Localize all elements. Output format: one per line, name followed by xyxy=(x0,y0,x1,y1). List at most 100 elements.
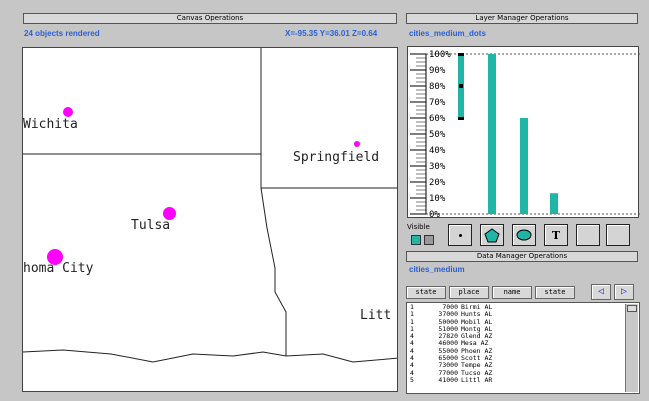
row-state: 4 xyxy=(410,339,414,348)
data-table-list[interactable]: 1 7000 Birmi AL 1 37000 Hunts AL 1 50000 Mobil A… xyxy=(406,302,640,394)
row-place: 41000 xyxy=(438,375,458,384)
y-tick-label: 100% xyxy=(429,50,451,60)
range-marker-mid xyxy=(459,84,463,88)
table-row[interactable]: 4 65000 Scott AZ xyxy=(410,354,493,363)
state-boundaries xyxy=(23,48,397,363)
table-row[interactable]: 1 7000 Birmi AL xyxy=(410,303,493,311)
row-name: Littl AR xyxy=(461,375,493,384)
layer-chart: 100% 90% 80% 70% 60% 50% 40% 30% 20% 10% 0% xyxy=(407,46,640,219)
city-dot-springfield[interactable] xyxy=(354,141,360,147)
layer-name: cities_medium_dots xyxy=(409,29,486,38)
visible-label: Visible xyxy=(407,223,430,231)
data-rows: 1 7000 Birmi AL 1 37000 Hunts AL 1 50000 Mobil A… xyxy=(410,303,493,384)
row-state: 1 xyxy=(410,310,414,319)
canvas-operations-header: Canvas Operations xyxy=(23,13,397,24)
city-dot-tulsa[interactable] xyxy=(163,207,176,220)
range-marker-bottom xyxy=(458,117,464,120)
row-state: 4 xyxy=(410,346,414,355)
ellipse-style-button[interactable] xyxy=(512,224,536,246)
objects-rendered-status: 24 objects rendered xyxy=(24,29,100,38)
row-state: 5 xyxy=(410,375,414,384)
row-place: 55000 xyxy=(438,346,458,355)
y-tick-label: 10% xyxy=(429,194,446,204)
y-tick-label: 20% xyxy=(429,178,446,188)
table-row[interactable]: 4 73000 Tempe AZ xyxy=(410,361,493,370)
text-style-button[interactable]: T xyxy=(544,224,568,246)
y-tick-label: 30% xyxy=(429,162,446,172)
row-place: 77000 xyxy=(438,368,458,377)
row-name: Tucso AZ xyxy=(461,368,493,377)
empty-tool-button-2[interactable] xyxy=(606,224,630,246)
row-state: 1 xyxy=(410,303,414,311)
row-name: Scott AZ xyxy=(461,354,493,363)
row-name: Mobil AL xyxy=(461,317,493,326)
city-dot-wichita[interactable] xyxy=(63,107,73,117)
row-place: 37000 xyxy=(438,310,458,319)
table-row[interactable]: 4 77000 Tucso AZ xyxy=(410,368,493,377)
row-place: 27820 xyxy=(438,332,458,341)
row-place: 7000 xyxy=(442,303,458,311)
coordinate-readout: X=-95.35 Y=36.01 Z=0.64 xyxy=(285,29,378,38)
table-row[interactable]: 4 46000 Mesa AZ xyxy=(410,339,492,348)
text-icon: T xyxy=(551,228,561,242)
data-manager-header: Data Manager Operations xyxy=(406,251,638,262)
dot-icon xyxy=(458,233,462,237)
row-state: 4 xyxy=(410,354,414,363)
table-row[interactable]: 1 37000 Hunts AL xyxy=(410,310,493,319)
bar xyxy=(488,54,496,214)
y-tick-label: 0% xyxy=(429,210,440,219)
city-label-wichita: Wichita xyxy=(23,117,78,132)
row-place: 65000 xyxy=(438,354,458,363)
layer-manager-header: Layer Manager Operations xyxy=(406,13,638,24)
range-marker-top xyxy=(458,53,464,56)
y-tick-label: 80% xyxy=(429,82,446,92)
row-name: Glend AZ xyxy=(461,332,493,341)
chart-svg: 100% 90% 80% 70% 60% 50% 40% 30% 20% 10% 0% xyxy=(410,50,640,219)
polygon-style-button[interactable] xyxy=(480,224,504,246)
y-tick-label: 50% xyxy=(429,130,446,140)
column-header-state-2[interactable]: state xyxy=(535,286,575,299)
visible-toggle-on[interactable] xyxy=(411,235,421,245)
city-label-oklahoma-city: homa City xyxy=(23,261,94,276)
row-place: 51000 xyxy=(438,324,458,333)
row-name: Birmi AL xyxy=(461,303,493,311)
y-tick-label: 40% xyxy=(429,146,446,156)
row-state: 1 xyxy=(410,317,414,326)
city-label-little-rock: Litt xyxy=(360,308,392,323)
table-row[interactable]: 5 41000 Littl AR xyxy=(410,375,493,384)
row-state: 4 xyxy=(410,332,414,341)
column-header-name[interactable]: name xyxy=(492,286,532,299)
table-row[interactable]: 1 50000 Mobil AL xyxy=(410,317,493,326)
table-row[interactable]: 1 51000 Montg AL xyxy=(410,324,493,333)
row-place: 73000 xyxy=(438,361,458,370)
visible-toggle-off[interactable] xyxy=(424,235,434,245)
row-state: 4 xyxy=(410,368,414,377)
row-place: 50000 xyxy=(438,317,458,326)
table-row[interactable]: 4 55000 Phoen AZ xyxy=(410,346,493,355)
list-scrollbar[interactable] xyxy=(625,304,638,392)
row-name: Montg AL xyxy=(461,324,493,333)
row-name: Hunts AL xyxy=(461,310,493,319)
prev-page-button[interactable]: ◁ xyxy=(591,284,611,300)
y-tick-label: 70% xyxy=(429,98,446,108)
row-name: Phoen AZ xyxy=(461,346,493,355)
column-header-place[interactable]: place xyxy=(449,286,489,299)
bar xyxy=(550,193,558,214)
empty-tool-button-1[interactable] xyxy=(576,224,600,246)
row-state: 4 xyxy=(410,361,414,370)
row-state: 1 xyxy=(410,324,414,333)
pentagon-icon xyxy=(484,227,500,242)
table-row[interactable]: 4 27820 Glend AZ xyxy=(410,332,493,341)
dot-style-button[interactable] xyxy=(448,224,472,246)
city-label-tulsa: Tulsa xyxy=(131,218,171,233)
row-place: 46000 xyxy=(438,339,458,348)
city-label-springfield: Springfield xyxy=(293,150,380,165)
y-tick-label: 90% xyxy=(429,66,446,76)
next-page-button[interactable]: ▷ xyxy=(614,284,634,300)
table-name: cities_medium xyxy=(409,265,465,274)
map-canvas[interactable]: Wichita Springfield Tulsa homa City Litt xyxy=(22,47,398,392)
row-name: Tempe AZ xyxy=(461,361,493,370)
scroll-thumb[interactable] xyxy=(627,305,637,312)
city-dot-oklahoma-city[interactable] xyxy=(47,249,63,265)
column-header-state[interactable]: state xyxy=(406,286,446,299)
